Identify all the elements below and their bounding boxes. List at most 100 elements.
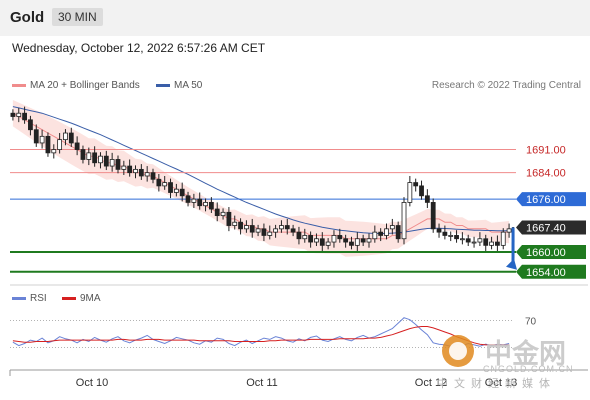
research-credit: Research © 2022 Trading Central bbox=[431, 80, 581, 91]
candle-body bbox=[39, 135, 45, 144]
candle-body bbox=[419, 185, 424, 197]
level-tag-3 bbox=[516, 244, 586, 259]
candle-body bbox=[407, 182, 413, 203]
candle-body bbox=[214, 208, 220, 217]
candle-body bbox=[22, 112, 27, 121]
candle-body bbox=[389, 225, 395, 230]
candle-body bbox=[133, 168, 138, 174]
candle-body bbox=[103, 155, 109, 167]
candle-body bbox=[203, 202, 208, 207]
level-label-2: 1676.00 bbox=[526, 194, 566, 206]
candle-body bbox=[197, 198, 203, 207]
candle-body bbox=[74, 142, 80, 150]
rsi-series-9ma bbox=[12, 326, 510, 346]
candle-body bbox=[173, 188, 179, 193]
x-tick-label: Oct 13 bbox=[485, 377, 517, 389]
candle-body bbox=[121, 165, 127, 170]
candle-body bbox=[249, 225, 255, 233]
x-tick-label: Oct 11 bbox=[246, 377, 278, 389]
level-label-3: 1660.00 bbox=[526, 247, 566, 259]
x-tick-label: Oct 10 bbox=[76, 377, 108, 389]
candle-body bbox=[319, 238, 325, 246]
level-label-1: 1684.00 bbox=[526, 168, 566, 180]
candle-body bbox=[430, 202, 436, 230]
candle-body bbox=[454, 235, 459, 240]
legend-item-ma20: MA 20 + Bollinger Bands bbox=[12, 80, 140, 91]
candle-body bbox=[495, 241, 500, 246]
candle-body bbox=[267, 231, 273, 236]
candle-body bbox=[325, 241, 331, 246]
bollinger-band bbox=[12, 100, 510, 257]
candle-body bbox=[279, 225, 284, 230]
candle-body bbox=[127, 165, 133, 174]
candle-body bbox=[331, 235, 337, 243]
candle-body bbox=[115, 159, 121, 170]
legend-swatch-rsi bbox=[12, 296, 26, 300]
candle-body bbox=[138, 168, 144, 177]
legend-swatch-ma50 bbox=[156, 83, 170, 87]
candle-body bbox=[63, 132, 68, 141]
candle-body bbox=[378, 231, 384, 236]
legend-item-9ma: 9MA bbox=[62, 293, 101, 304]
candle-body bbox=[261, 228, 267, 236]
candle-body bbox=[144, 172, 150, 177]
candle-body bbox=[290, 228, 296, 233]
legend-swatch-ma20 bbox=[12, 83, 26, 87]
candle-body bbox=[98, 155, 103, 164]
candle-body bbox=[424, 195, 430, 203]
legend-label-ma20: MA 20 + Bollinger Bands bbox=[30, 80, 140, 91]
level-tag-4 bbox=[516, 264, 586, 279]
level-tag-2 bbox=[516, 192, 586, 207]
candle-body bbox=[395, 225, 401, 240]
candle-body bbox=[436, 228, 442, 233]
candle-body bbox=[354, 238, 360, 246]
current-price-tag bbox=[516, 220, 586, 235]
candle-body bbox=[471, 241, 477, 244]
candle-body bbox=[500, 231, 506, 246]
legend-label-ma50: MA 50 bbox=[174, 80, 203, 91]
level-label-4: 1654.00 bbox=[526, 267, 566, 279]
candle-body bbox=[349, 241, 354, 246]
candle-body bbox=[477, 238, 483, 243]
watermark-logo-inner bbox=[449, 342, 467, 360]
candle-body bbox=[33, 129, 39, 144]
candle-body bbox=[185, 195, 191, 203]
candle-body bbox=[308, 235, 314, 243]
candle-body bbox=[150, 172, 156, 180]
candle-body bbox=[448, 235, 454, 237]
candle-body bbox=[302, 235, 308, 240]
candle-body bbox=[168, 182, 173, 193]
legend-item-ma50: MA 50 bbox=[156, 80, 202, 91]
candle-body bbox=[255, 228, 261, 233]
timeframe-button[interactable]: 30 MIN bbox=[52, 8, 103, 26]
watermark-domain: CNGOLD.COM.CN bbox=[483, 364, 574, 374]
candle-body bbox=[10, 112, 16, 117]
forecast-arrow-head bbox=[506, 258, 517, 270]
candle-body bbox=[244, 225, 249, 230]
timestamp: Wednesday, October 12, 2022 6:57:26 AM C… bbox=[12, 41, 266, 55]
candle-body bbox=[28, 119, 33, 131]
candle-body bbox=[314, 238, 319, 243]
candle-body bbox=[343, 238, 349, 243]
candle-body bbox=[57, 139, 63, 150]
candle-body bbox=[232, 221, 238, 226]
candle-body bbox=[238, 221, 243, 230]
candle-body bbox=[208, 202, 214, 210]
candle-body bbox=[465, 238, 471, 243]
candle-body bbox=[372, 231, 378, 240]
candle-body bbox=[360, 238, 366, 243]
candle-body bbox=[296, 231, 302, 240]
x-tick-label: Oct 12 bbox=[415, 377, 447, 389]
top-bar: Gold 30 MIN bbox=[0, 0, 590, 36]
candle-body bbox=[86, 152, 92, 160]
legend-label-9ma: 9MA bbox=[80, 293, 101, 304]
candle-body bbox=[442, 231, 448, 236]
candle-body bbox=[384, 228, 389, 236]
candle-body bbox=[220, 211, 226, 217]
candle-body bbox=[162, 182, 168, 187]
candle-body bbox=[92, 152, 98, 164]
watermark-tagline: 中文财经新媒体 bbox=[437, 377, 556, 390]
candle-body bbox=[401, 202, 407, 240]
candle-body bbox=[191, 198, 197, 203]
